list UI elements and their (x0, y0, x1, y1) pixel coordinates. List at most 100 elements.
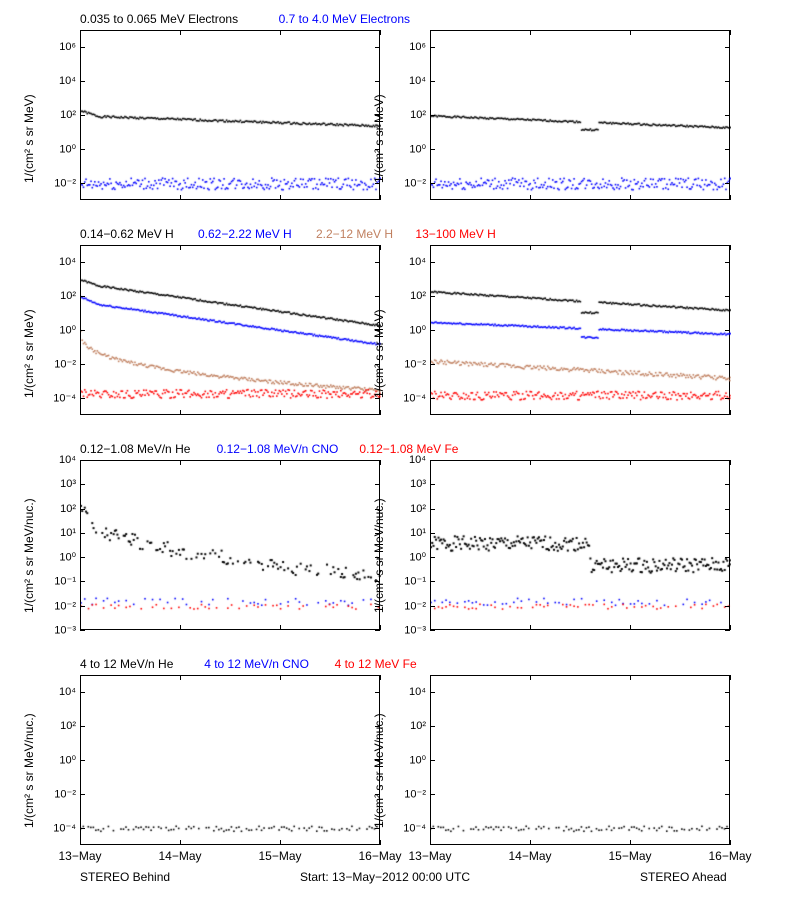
x-tick-label: 15−May (608, 849, 651, 863)
y-tick (725, 630, 730, 631)
x-tick (730, 245, 731, 250)
plot-canvas (431, 461, 731, 631)
y-tick-label: 10⁻⁴ (392, 392, 426, 405)
footer-center: Start: 13−May−2012 00:00 UTC (300, 870, 470, 884)
x-tick (430, 840, 431, 845)
y-tick (430, 115, 435, 116)
y-tick (430, 692, 435, 693)
x-tick (630, 410, 631, 415)
x-tick (380, 675, 381, 680)
series-label: 0.62−2.22 MeV H (198, 227, 292, 241)
footer-left: STEREO Behind (80, 870, 170, 884)
x-tick (730, 840, 731, 845)
y-tick (725, 183, 730, 184)
y-tick (725, 794, 730, 795)
x-tick (730, 460, 731, 465)
footer-right: STEREO Ahead (640, 870, 727, 884)
x-tick (430, 245, 431, 250)
x-tick (730, 625, 731, 630)
x-tick (380, 625, 381, 630)
y-tick-label: 10⁻⁴ (42, 822, 76, 835)
y-tick (375, 296, 380, 297)
y-tick-label: 10⁴ (42, 75, 76, 87)
y-tick (80, 149, 85, 150)
y-tick-label: 10⁰ (392, 754, 426, 767)
y-tick (430, 581, 435, 582)
y-tick-label: 10⁻⁴ (392, 822, 426, 835)
y-tick-label: 10⁻³ (392, 624, 426, 637)
y-axis-label: 1/(cm² s sr MeV/nuc.) (372, 713, 386, 828)
y-tick (80, 630, 85, 631)
y-tick-label: 10⁴ (42, 454, 76, 466)
plot-panel (80, 460, 380, 630)
y-tick (725, 330, 730, 331)
x-tick (80, 625, 81, 630)
y-tick (80, 296, 85, 297)
y-tick-label: 10⁻² (392, 599, 426, 612)
y-tick (430, 484, 435, 485)
y-tick-label: 10⁻³ (42, 624, 76, 637)
y-tick (430, 726, 435, 727)
y-tick-label: 10⁴ (42, 256, 76, 268)
x-tick (80, 675, 81, 680)
x-tick (280, 410, 281, 415)
y-tick (430, 760, 435, 761)
y-tick (375, 484, 380, 485)
x-tick-label: 13−May (408, 849, 451, 863)
x-tick (430, 675, 431, 680)
x-tick (630, 675, 631, 680)
plot-canvas (81, 676, 381, 846)
y-tick (430, 533, 435, 534)
y-tick (430, 47, 435, 48)
plot-canvas (431, 31, 731, 201)
x-tick (530, 460, 531, 465)
y-tick-label: 10⁰ (392, 324, 426, 337)
y-tick (725, 81, 730, 82)
y-tick (430, 262, 435, 263)
y-tick (725, 557, 730, 558)
y-tick-label: 10⁻² (392, 177, 426, 190)
series-label: 0.14−0.62 MeV H (80, 227, 174, 241)
series-label: 0.12−1.08 MeV/n CNO (217, 442, 339, 456)
y-tick (725, 726, 730, 727)
x-tick-label: 14−May (508, 849, 551, 863)
y-tick-label: 10⁰ (42, 324, 76, 337)
x-tick-label: 15−May (258, 849, 301, 863)
y-tick (80, 330, 85, 331)
y-tick (725, 296, 730, 297)
y-tick-label: 10⁰ (392, 551, 426, 564)
y-tick-label: 10¹ (392, 527, 426, 539)
y-tick-label: 10² (392, 503, 426, 515)
y-tick (375, 828, 380, 829)
x-tick (280, 30, 281, 35)
y-tick-label: 10² (42, 503, 76, 515)
y-tick-label: 10¹ (42, 527, 76, 539)
y-tick (430, 828, 435, 829)
y-tick (375, 630, 380, 631)
x-tick (280, 675, 281, 680)
plot-panel (80, 245, 380, 415)
y-tick (725, 262, 730, 263)
y-tick (80, 115, 85, 116)
x-tick (180, 195, 181, 200)
figure-root: 0.035 to 0.065 MeV Electrons0.7 to 4.0 M… (0, 0, 800, 900)
plot-canvas (431, 246, 731, 416)
y-tick-label: 10² (392, 290, 426, 302)
x-tick (530, 840, 531, 845)
y-axis-label: 1/(cm² s sr MeV) (372, 309, 386, 398)
y-tick (430, 557, 435, 558)
x-tick (80, 410, 81, 415)
y-tick-label: 10⁴ (42, 686, 76, 698)
y-tick (725, 606, 730, 607)
x-tick-label: 16−May (708, 849, 751, 863)
y-tick-label: 10² (42, 720, 76, 732)
x-tick (280, 460, 281, 465)
x-tick (280, 625, 281, 630)
x-tick (530, 675, 531, 680)
y-tick (725, 149, 730, 150)
y-tick (80, 398, 85, 399)
y-tick (80, 557, 85, 558)
y-tick-label: 10³ (42, 478, 76, 490)
y-tick-label: 10⁶ (392, 41, 426, 53)
y-tick-label: 10⁶ (42, 41, 76, 53)
